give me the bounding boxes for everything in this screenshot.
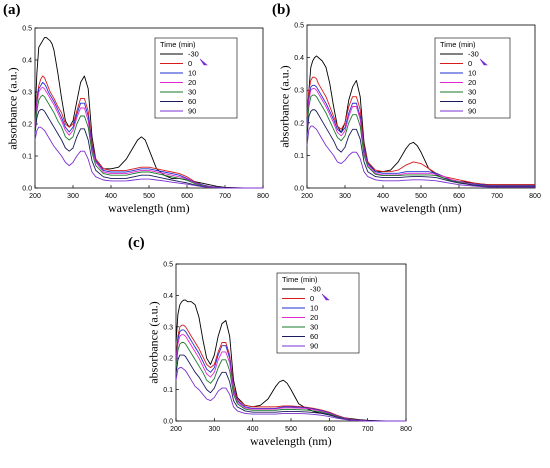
x-tick-label: 200	[301, 193, 313, 200]
y-axis-label: absorbance (a.u.)	[146, 301, 161, 384]
legend-entry: 0	[188, 59, 192, 68]
series-line-60	[175, 354, 406, 422]
x-tick-label: 400	[377, 193, 389, 200]
x-tick-label: 700	[219, 193, 231, 200]
chart-panel-b: (b) 200 300 400 500 600 700 800 0.0 0.1 0.2 0.3 0.4 0…	[270, 0, 550, 220]
legend-entry: 20	[310, 313, 318, 322]
series-line-20	[34, 86, 263, 189]
x-tick-label: 800	[257, 193, 269, 200]
x-axis-label: wavelength (nm)	[250, 434, 332, 448]
arrow-icon	[479, 58, 488, 66]
y-tick-label: 0.3	[163, 324, 173, 331]
y-axis-label: absorbance (a.u.)	[277, 65, 292, 148]
y-tick-label: 0.3	[22, 90, 32, 97]
arrow-icon	[321, 293, 330, 301]
x-tick-label: 600	[181, 193, 193, 200]
legend-entry: 0	[468, 59, 472, 68]
series-line-90	[34, 126, 263, 189]
x-axis-label: wavelength (nm)	[380, 201, 462, 215]
y-tick-label: 0.1	[294, 153, 304, 160]
chart-panel-c: (c) 200 300 400 500 600 700 800 0.0 0.1 0.2 0.3 0.4 0…	[125, 235, 425, 468]
legend-entry: 90	[310, 342, 318, 351]
panel-label: (b)	[272, 2, 291, 18]
x-tick-label: 600	[453, 193, 465, 200]
y-tick-label: 0.5	[294, 23, 304, 30]
legend-entry: -30	[310, 285, 321, 294]
x-tick-label: 200	[29, 193, 41, 200]
y-tick-label: 0.4	[163, 293, 173, 300]
legend-entry: -30	[468, 50, 479, 59]
panel-label: (a)	[3, 2, 21, 18]
legend-entry: 60	[310, 332, 318, 341]
x-tick-label: 500	[285, 426, 297, 433]
x-tick-label: 500	[415, 193, 427, 200]
x-tick-label: 700	[491, 193, 503, 200]
y-tick-label: 0.5	[163, 262, 173, 269]
x-tick-label: 600	[323, 426, 335, 433]
series-line-30	[175, 342, 406, 422]
chart-svg: 200 300 400 500 600 700 8000.00.10.20.30.40.5T…	[163, 262, 412, 434]
y-tick-label: 0.5	[22, 26, 32, 33]
legend-entry: 10	[188, 69, 196, 78]
x-tick-label: 200	[170, 426, 182, 433]
legend-entry: 90	[468, 107, 476, 116]
panel-label: (c)	[128, 235, 145, 251]
y-tick-label: 0.4	[294, 55, 304, 62]
legend-entry: 90	[188, 107, 196, 116]
x-tick-label: 400	[105, 193, 117, 200]
y-tick-label: 0.0	[163, 419, 173, 426]
x-tick-label: 300	[67, 193, 79, 200]
legend-entry: 60	[188, 97, 196, 106]
y-tick-label: 0.1	[22, 154, 32, 161]
series-line-20	[175, 334, 406, 422]
series-line-60	[306, 109, 535, 187]
series-line-90	[306, 125, 535, 188]
legend-entry: 20	[468, 78, 476, 87]
y-tick-label: 0.3	[294, 88, 304, 95]
x-tick-label: 800	[400, 426, 412, 433]
chart-svg: 200 300 400 500 600 700 8000.00.10.20.30.40.5T…	[22, 26, 269, 201]
legend-box	[276, 272, 360, 354]
legend-title: Time (min)	[440, 40, 476, 49]
x-tick-label: 500	[143, 193, 155, 200]
y-tick-label: 0.2	[22, 122, 32, 129]
y-axis-label: absorbance (a.u.)	[5, 66, 20, 150]
legend-box	[154, 37, 238, 119]
legend-title: Time (min)	[160, 40, 196, 49]
chart-svg: 200 300 400 500 600 700 8000.00.10.20.30.40.5T…	[294, 23, 541, 201]
x-tick-label: 800	[529, 193, 541, 200]
x-tick-label: 400	[247, 426, 259, 433]
legend-title: Time (min)	[282, 275, 318, 284]
y-tick-label: 0.1	[163, 387, 173, 394]
legend-entry: 10	[310, 304, 318, 313]
legend-entry: 60	[468, 97, 476, 106]
legend-entry: 30	[188, 88, 196, 97]
x-axis-label: wavelength (nm)	[108, 201, 190, 215]
x-tick-label: 300	[339, 193, 351, 200]
arrow-icon	[199, 58, 208, 66]
x-tick-label: 700	[362, 426, 374, 433]
y-tick-label: 0.0	[294, 186, 304, 193]
legend-entry: 20	[188, 78, 196, 87]
legend-entry: -30	[188, 50, 199, 59]
legend-entry: 0	[310, 294, 314, 303]
series-line-30	[306, 94, 535, 187]
series-line-30	[34, 94, 263, 189]
series-line-90	[175, 367, 406, 422]
y-tick-label: 0.0	[22, 186, 32, 193]
x-tick-label: 300	[208, 426, 220, 433]
legend-entry: 30	[310, 323, 318, 332]
series-line-60	[34, 109, 263, 189]
legend-box	[434, 37, 511, 119]
y-tick-label: 0.4	[22, 58, 32, 65]
legend-entry: 10	[468, 69, 476, 78]
y-tick-label: 0.2	[294, 120, 304, 127]
y-tick-label: 0.2	[163, 356, 173, 363]
chart-panel-a: (a) 200 300 400 500 600 700 800 0.0 0.1 0.2 0.3 0.4 0…	[0, 0, 270, 220]
legend-entry: 30	[468, 88, 476, 97]
